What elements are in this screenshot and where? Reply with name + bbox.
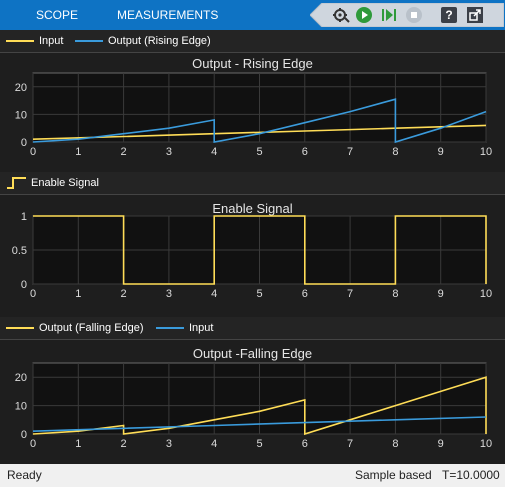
- legend-bottom: Output (Falling Edge) Input: [0, 317, 505, 339]
- legend-item-input[interactable]: Input: [156, 317, 213, 339]
- chart-enable-signal: 0 1 2 3 4 5 6 7 8 9 10 0 0.5 1: [12, 211, 492, 300]
- x-tick-label: 2: [121, 288, 127, 300]
- legend-label: Input: [189, 322, 214, 334]
- chart-title: Output -Falling Edge: [192, 346, 313, 361]
- x-tick-label: 4: [211, 288, 217, 300]
- x-tick-label: 8: [392, 146, 398, 158]
- x-tick-label: 5: [256, 438, 262, 450]
- x-tick-label: 5: [256, 146, 262, 158]
- chart-title: Enable Signal: [212, 201, 293, 216]
- y-tick-label: 0: [21, 279, 27, 291]
- y-tick-label: 0.5: [12, 245, 27, 257]
- legend-label: Enable Signal: [31, 177, 99, 189]
- legend-item-input[interactable]: Input: [6, 30, 63, 52]
- x-tick-label: 1: [75, 288, 81, 300]
- toolbar-buttons: ?: [310, 3, 504, 27]
- legend-swatch: [6, 40, 34, 42]
- x-tick-label: 3: [166, 438, 172, 450]
- x-tick-label: 10: [480, 438, 492, 450]
- y-tick-label: 10: [15, 109, 27, 121]
- svg-text:?: ?: [445, 8, 452, 22]
- tab-measurements[interactable]: MEASUREMENTS: [117, 8, 219, 22]
- x-tick-label: 8: [392, 288, 398, 300]
- x-tick-label: 9: [438, 438, 444, 450]
- y-tick-label: 10: [15, 401, 27, 413]
- x-tick-label: 5: [256, 288, 262, 300]
- x-tick-label: 1: [75, 438, 81, 450]
- plot-panel-rising: Output - Rising Edge 0 1 2 3 4 5 6 7 8 9 10 0 10 20: [0, 53, 505, 171]
- legend-swatch: [75, 40, 103, 42]
- undock-icon[interactable]: [466, 6, 484, 24]
- plot-panel-falling: Output -Falling Edge 0 1 2 3 4 5 6 7 8 9 10 0 10 20: [0, 340, 505, 464]
- x-tick-label: 10: [480, 146, 492, 158]
- x-tick-label: 7: [347, 146, 353, 158]
- legend-swatch: [156, 327, 184, 329]
- x-tick-label: 7: [347, 288, 353, 300]
- legend-swatch: [6, 327, 34, 329]
- x-tick-label: 6: [302, 438, 308, 450]
- series-line: [32, 416, 487, 432]
- x-tick-label: 0: [30, 288, 36, 300]
- series-line: [32, 376, 487, 436]
- y-tick-label: 20: [15, 372, 27, 384]
- y-tick-label: 0: [21, 137, 27, 149]
- x-tick-label: 0: [30, 438, 36, 450]
- step-forward-icon[interactable]: [380, 6, 398, 24]
- status-bar: Ready Sample based T=10.0000: [0, 464, 505, 487]
- x-tick-label: 9: [438, 146, 444, 158]
- x-tick-label: 6: [302, 146, 308, 158]
- y-tick-label: 0: [21, 429, 27, 441]
- chart-falling-edge: 0 1 2 3 4 5 6 7 8 9 10 0 10 20: [15, 362, 492, 450]
- x-tick-label: 6: [302, 288, 308, 300]
- status-text: Ready: [7, 468, 42, 482]
- tab-scope[interactable]: SCOPE: [36, 8, 79, 22]
- series-line: [33, 215, 487, 285]
- legend-item-output-falling[interactable]: Output (Falling Edge): [6, 317, 144, 339]
- y-tick-label: 20: [15, 82, 27, 94]
- help-icon[interactable]: ?: [440, 6, 458, 24]
- stop-icon[interactable]: [405, 6, 423, 24]
- legend-label: Output (Rising Edge): [108, 35, 211, 47]
- legend-middle: Enable Signal: [0, 172, 505, 194]
- series-line: [32, 124, 487, 140]
- legend-item-enable-signal[interactable]: Enable Signal: [6, 172, 99, 194]
- x-tick-label: 3: [166, 288, 172, 300]
- x-tick-label: 2: [121, 438, 127, 450]
- run-icon[interactable]: [355, 6, 373, 24]
- legend-item-output-rising[interactable]: Output (Rising Edge): [75, 30, 211, 52]
- x-tick-label: 9: [438, 288, 444, 300]
- legend-label: Output (Falling Edge): [39, 322, 144, 334]
- divider: [0, 339, 505, 340]
- divider: [0, 52, 505, 53]
- x-tick-label: 7: [347, 438, 353, 450]
- x-tick-label: 0: [30, 146, 36, 158]
- legend-top: Input Output (Rising Edge): [0, 30, 505, 52]
- divider: [0, 194, 505, 195]
- plot-panel-enable: Enable Signal 0 1 2 3 4 5 6 7 8 9 10 0 0.5 1: [0, 195, 505, 313]
- y-tick-label: 1: [21, 211, 27, 223]
- x-tick-label: 4: [211, 146, 217, 158]
- chart-title: Output - Rising Edge: [192, 56, 313, 71]
- chart-rising-edge: 0 1 2 3 4 5 6 7 8 9 10 0 10 20: [15, 72, 492, 158]
- x-tick-label: 3: [166, 146, 172, 158]
- x-tick-label: 1: [75, 146, 81, 158]
- status-mode: Sample based: [355, 468, 432, 482]
- series-line: [32, 98, 487, 144]
- legend-label: Input: [39, 35, 64, 47]
- x-tick-label: 2: [121, 146, 127, 158]
- x-tick-label: 4: [211, 438, 217, 450]
- status-time: T=10.0000: [442, 468, 500, 482]
- step-legend-icon: [7, 177, 26, 189]
- x-tick-label: 10: [480, 288, 492, 300]
- x-tick-label: 8: [392, 438, 398, 450]
- settings-icon[interactable]: [332, 6, 350, 24]
- toolbar: SCOPE MEASUREMENTS: [0, 0, 505, 30]
